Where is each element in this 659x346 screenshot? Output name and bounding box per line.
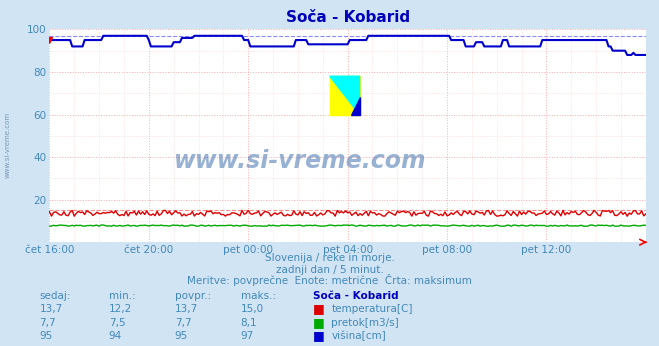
Text: 12,2: 12,2 <box>109 304 132 315</box>
Text: www.si-vreme.com: www.si-vreme.com <box>173 149 426 173</box>
Text: 7,5: 7,5 <box>109 318 125 328</box>
Text: višina[cm]: višina[cm] <box>331 330 386 341</box>
Text: 95: 95 <box>175 331 188 341</box>
Text: ■: ■ <box>313 302 325 316</box>
Text: 7,7: 7,7 <box>175 318 191 328</box>
Text: min.:: min.: <box>109 291 136 301</box>
Text: Soča - Kobarid: Soča - Kobarid <box>313 291 399 301</box>
Text: ■: ■ <box>313 316 325 329</box>
Text: 97: 97 <box>241 331 254 341</box>
Text: 7,7: 7,7 <box>40 318 56 328</box>
Text: Slovenija / reke in morje.: Slovenija / reke in morje. <box>264 253 395 263</box>
Text: 15,0: 15,0 <box>241 304 264 315</box>
Text: Meritve: povprečne  Enote: metrične  Črta: maksimum: Meritve: povprečne Enote: metrične Črta:… <box>187 274 472 286</box>
Polygon shape <box>351 97 360 115</box>
Text: www.si-vreme.com: www.si-vreme.com <box>5 112 11 179</box>
Text: 94: 94 <box>109 331 122 341</box>
Text: sedaj:: sedaj: <box>40 291 71 301</box>
FancyBboxPatch shape <box>330 76 360 115</box>
Text: pretok[m3/s]: pretok[m3/s] <box>331 318 399 328</box>
Text: zadnji dan / 5 minut.: zadnji dan / 5 minut. <box>275 265 384 275</box>
Polygon shape <box>330 76 360 115</box>
Text: ■: ■ <box>313 329 325 342</box>
Text: 13,7: 13,7 <box>175 304 198 315</box>
Text: povpr.:: povpr.: <box>175 291 211 301</box>
Title: Soča - Kobarid: Soča - Kobarid <box>285 10 410 26</box>
Text: maks.:: maks.: <box>241 291 275 301</box>
Text: 95: 95 <box>40 331 53 341</box>
Text: 13,7: 13,7 <box>40 304 63 315</box>
Text: temperatura[C]: temperatura[C] <box>331 304 413 315</box>
Text: 8,1: 8,1 <box>241 318 257 328</box>
